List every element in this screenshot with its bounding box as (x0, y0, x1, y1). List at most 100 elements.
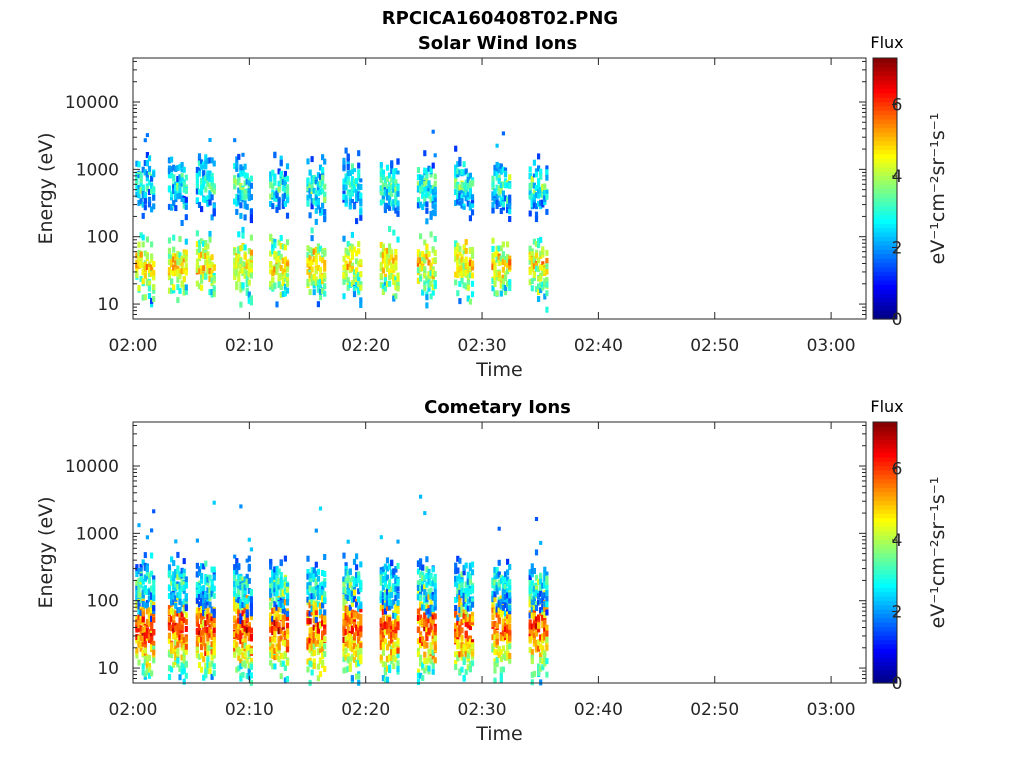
flux-cell (197, 589, 202, 595)
flux-cell (237, 610, 241, 617)
flux-cell (147, 179, 152, 186)
flux-cell (493, 608, 497, 615)
flux-cell (466, 605, 470, 612)
flux-cell (497, 526, 501, 531)
flux-cell (323, 265, 327, 272)
flux-cell (318, 612, 323, 619)
flux-cell (141, 201, 145, 208)
flux-cell (394, 199, 398, 206)
flux-cell (318, 179, 323, 186)
flux-cell (342, 293, 346, 300)
flux-cell (388, 579, 392, 586)
flux-cell (235, 608, 239, 614)
flux-cell (539, 191, 543, 198)
flux-cell (273, 606, 277, 613)
flux-cell (396, 285, 400, 292)
flux-cell (182, 660, 186, 667)
flux-cell (147, 293, 152, 299)
flux-cell (396, 200, 400, 207)
flux-cell (462, 270, 466, 277)
flux-cell (537, 165, 541, 172)
flux-cell (396, 647, 400, 654)
flux-cell (212, 574, 216, 581)
colorbar-band (873, 582, 897, 588)
colorbar-band (873, 491, 897, 497)
flux-cell (342, 636, 346, 643)
flux-cell (508, 643, 512, 650)
flux-cell (534, 241, 539, 247)
flux-cell (316, 190, 320, 197)
flux-cell (318, 602, 323, 609)
flux-cell (433, 588, 437, 595)
flux-cell (195, 230, 199, 237)
flux-cell (539, 598, 543, 605)
flux-cell (423, 625, 427, 632)
flux-cell (310, 203, 314, 210)
flux-cell (392, 172, 396, 179)
flux-cell (273, 570, 277, 577)
flux-cell (497, 571, 501, 578)
flux-cell (503, 577, 508, 584)
flux-cell (167, 609, 172, 616)
flux-cell (139, 613, 143, 620)
colorbar-band (873, 149, 897, 155)
flux-cell (421, 604, 425, 611)
flux-cell (379, 262, 383, 269)
flux-cell (233, 605, 237, 612)
flux-cell (141, 619, 145, 626)
flux-cell (180, 268, 184, 275)
flux-cell (528, 594, 532, 601)
flux-cell (359, 209, 363, 216)
flux-cell (458, 281, 462, 287)
flux-cell (200, 284, 204, 291)
flux-cell (352, 269, 357, 276)
flux-cell (271, 636, 275, 643)
colorbar-band (873, 171, 897, 177)
flux-cell (431, 653, 435, 660)
flux-cell (271, 191, 275, 198)
flux-cell (379, 281, 383, 288)
colorbar-band (873, 201, 897, 207)
flux-cell (321, 634, 325, 641)
flux-cell (281, 199, 285, 206)
flux-cell (506, 653, 510, 660)
flux-cell (152, 595, 156, 602)
flux-cell (312, 282, 316, 289)
flux-cell (150, 241, 154, 248)
flux-cell (318, 587, 323, 594)
flux-cell (379, 569, 383, 576)
flux-cell (147, 263, 152, 270)
flux-cell (539, 282, 543, 289)
flux-cell (460, 590, 464, 597)
colorbar-band (873, 678, 897, 684)
flux-cell (277, 644, 281, 651)
flux-cell (195, 620, 199, 627)
plot-frame (132, 57, 867, 320)
flux-cell (312, 650, 316, 656)
flux-cell (321, 174, 325, 181)
flux-cell (200, 577, 204, 584)
flux-cell (316, 265, 320, 271)
flux-cell (458, 589, 462, 595)
flux-cell (396, 170, 400, 175)
flux-cell (321, 209, 325, 215)
flux-cell (346, 588, 350, 595)
flux-cell (359, 258, 363, 265)
flux-cell (545, 630, 549, 637)
flux-cell (390, 649, 394, 656)
flux-cell (281, 291, 285, 297)
flux-cell (170, 254, 174, 261)
flux-cell (308, 272, 312, 279)
flux-cell (269, 626, 273, 633)
flux-cell (392, 199, 396, 206)
flux-cell (233, 175, 237, 182)
flux-cell (233, 163, 237, 170)
flux-cell (145, 133, 149, 138)
y-axis-label: Energy (eV) (35, 132, 57, 244)
flux-cell (528, 210, 532, 217)
flux-cell (170, 616, 174, 623)
flux-cell (137, 583, 141, 589)
flux-cell (312, 289, 316, 296)
flux-cell (323, 209, 327, 215)
flux-cell (135, 585, 139, 592)
